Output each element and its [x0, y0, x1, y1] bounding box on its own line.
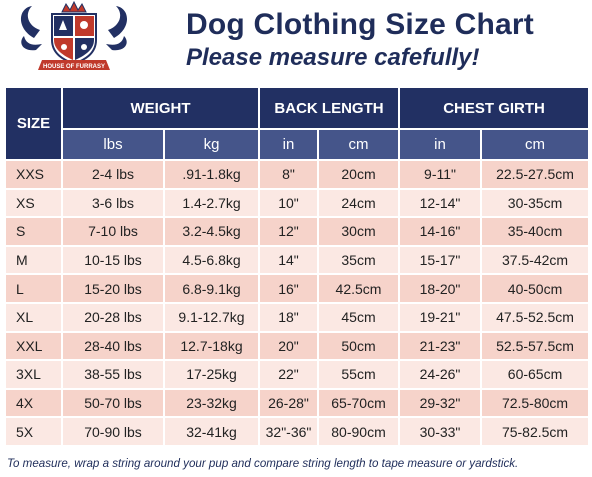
table-cell: 3-6 lbs [63, 189, 163, 217]
table-cell: 15-20 lbs [63, 275, 163, 302]
table-cell: 37.5-42cm [482, 246, 589, 274]
size-cell: XXL [6, 332, 61, 360]
table-cell: 55cm [319, 361, 399, 388]
table-cell: 9.1-12.7kg [165, 303, 258, 331]
table-cell: 22.5-27.5cm [482, 161, 589, 188]
unit-header: kg [165, 130, 258, 159]
table-cell: .91-1.8kg [165, 161, 258, 188]
table-cell: 60-65cm [482, 361, 589, 388]
table-cell: 7-10 lbs [63, 218, 163, 245]
table-cell: 20" [260, 332, 317, 360]
size-cell: XXS [6, 161, 61, 188]
size-cell: L [6, 275, 61, 302]
page-title: Dog Clothing Size Chart [186, 8, 534, 41]
size-cell: M [6, 246, 61, 274]
table-cell: 30cm [319, 218, 399, 245]
table-cell: 10" [260, 189, 317, 217]
table-cell: 18-20" [400, 275, 481, 302]
table-cell: 35cm [319, 246, 399, 274]
table-cell: 42.5cm [319, 275, 399, 302]
table-cell: 47.5-52.5cm [482, 303, 589, 331]
back-length-header: BACK LENGTH [260, 88, 399, 128]
size-header: SIZE [6, 88, 61, 159]
table-cell: 30-33" [400, 418, 481, 445]
table-cell: 28-40 lbs [63, 332, 163, 360]
table-cell: 23-32kg [165, 389, 258, 417]
table-cell: 35-40cm [482, 218, 589, 245]
table-cell: 19-21" [400, 303, 481, 331]
table-cell: 24cm [319, 189, 399, 217]
table-cell: 12-14" [400, 189, 481, 217]
table-cell: 29-32" [400, 389, 481, 417]
table-cell: 4.5-6.8kg [165, 246, 258, 274]
table-cell: 14" [260, 246, 317, 274]
table-cell: 65-70cm [319, 389, 399, 417]
table-cell: 32-41kg [165, 418, 258, 445]
table-cell: 50-70 lbs [63, 389, 163, 417]
measure-instructions: To measure, wrap a string around your pu… [7, 457, 519, 470]
size-cell: 5X [6, 418, 61, 445]
table-cell: 14-16" [400, 218, 481, 245]
size-cell: XS [6, 189, 61, 217]
size-cell: S [6, 218, 61, 245]
table-cell: 21-23" [400, 332, 481, 360]
unit-header: in [400, 130, 481, 159]
unit-header: lbs [63, 130, 163, 159]
table-cell: 1.4-2.7kg [165, 189, 258, 217]
table-cell: 8" [260, 161, 317, 188]
table-row: 3XL 38-55 lbs 17-25kg 22" 55cm 24-26" 60… [6, 361, 589, 388]
table-cell: 50cm [319, 332, 399, 360]
table-cell: 80-90cm [319, 418, 399, 445]
chest-girth-header: CHEST GIRTH [400, 88, 589, 128]
table-row: S 7-10 lbs 3.2-4.5kg 12" 30cm 14-16" 35-… [6, 218, 589, 245]
table-cell: 15-17" [400, 246, 481, 274]
table-cell: 12.7-18kg [165, 332, 258, 360]
table-cell: 26-28" [260, 389, 317, 417]
table-row: XS 3-6 lbs 1.4-2.7kg 10" 24cm 12-14" 30-… [6, 189, 589, 217]
weight-header: WEIGHT [63, 88, 258, 128]
table-cell: 30-35cm [482, 189, 589, 217]
table-cell: 16" [260, 275, 317, 302]
table-cell: 2-4 lbs [63, 161, 163, 188]
table-row: XXS 2-4 lbs .91-1.8kg 8" 20cm 9-11" 22.5… [6, 161, 589, 188]
table-row: 4X 50-70 lbs 23-32kg 26-28" 65-70cm 29-3… [6, 389, 589, 417]
page-subtitle: Please measure cafefully! [186, 44, 480, 71]
table-cell: 20-28 lbs [63, 303, 163, 331]
size-cell: XL [6, 303, 61, 331]
unit-header: cm [319, 130, 399, 159]
table-cell: 22" [260, 361, 317, 388]
table-cell: 38-55 lbs [63, 361, 163, 388]
table-cell: 17-25kg [165, 361, 258, 388]
table-cell: 24-26" [400, 361, 481, 388]
table-row: M 10-15 lbs 4.5-6.8kg 14" 35cm 15-17" 37… [6, 246, 589, 274]
table-cell: 20cm [319, 161, 399, 188]
table-cell: 45cm [319, 303, 399, 331]
size-cell: 4X [6, 389, 61, 417]
table-cell: 9-11" [400, 161, 481, 188]
unit-header: cm [482, 130, 589, 159]
table-cell: 70-90 lbs [63, 418, 163, 445]
header: HOUSE OF FURRASY Dog Clothing Size Chart… [0, 0, 592, 82]
table-cell: 3.2-4.5kg [165, 218, 258, 245]
table-cell: 52.5-57.5cm [482, 332, 589, 360]
table-cell: 10-15 lbs [63, 246, 163, 274]
table-cell: 32"-36" [260, 418, 317, 445]
table-row: XL 20-28 lbs 9.1-12.7kg 18" 45cm 19-21" … [6, 303, 589, 331]
table-row: L 15-20 lbs 6.8-9.1kg 16" 42.5cm 18-20" … [6, 275, 589, 302]
house-of-furrasy-logo: HOUSE OF FURRASY [14, 0, 134, 76]
size-cell: 3XL [6, 361, 61, 388]
size-chart-table: SIZE WEIGHT BACK LENGTH CHEST GIRTH lbs … [4, 86, 590, 447]
table-cell: 40-50cm [482, 275, 589, 302]
table-cell: 12" [260, 218, 317, 245]
svg-text:HOUSE OF FURRASY: HOUSE OF FURRASY [43, 64, 105, 70]
unit-header: in [260, 130, 317, 159]
table-cell: 18" [260, 303, 317, 331]
table-row: XXL 28-40 lbs 12.7-18kg 20" 50cm 21-23" … [6, 332, 589, 360]
table-cell: 6.8-9.1kg [165, 275, 258, 302]
table-cell: 75-82.5cm [482, 418, 589, 445]
table-row: 5X 70-90 lbs 32-41kg 32"-36" 80-90cm 30-… [6, 418, 589, 445]
table-cell: 72.5-80cm [482, 389, 589, 417]
